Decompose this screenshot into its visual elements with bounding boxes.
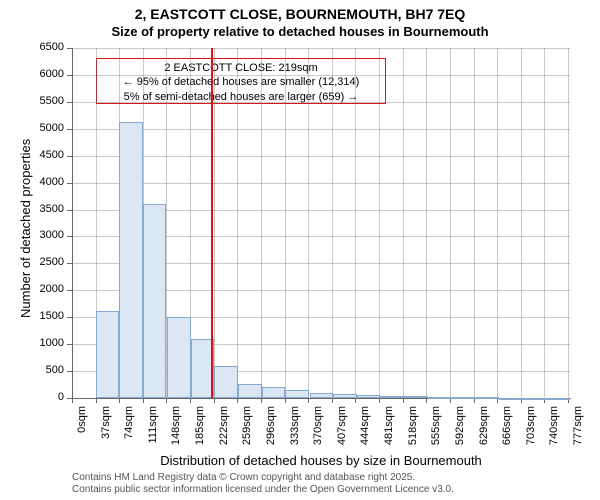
histogram-bar <box>143 204 167 398</box>
gridline-vertical <box>568 48 569 398</box>
x-tick-label: 444sqm <box>359 406 371 456</box>
gridline-vertical <box>355 48 356 398</box>
gridline-vertical <box>403 48 404 398</box>
x-tick-label: 481sqm <box>383 406 395 456</box>
y-tick-label: 1500 <box>30 310 64 322</box>
x-tick-label: 111sqm <box>147 406 159 456</box>
y-tick-label: 3000 <box>30 229 64 241</box>
gridline-horizontal <box>72 129 570 130</box>
histogram-bar <box>523 398 547 400</box>
gridline-vertical <box>450 48 451 398</box>
gridline-vertical <box>474 48 475 398</box>
y-tick-label: 4500 <box>30 149 64 161</box>
x-tick-mark <box>285 398 286 403</box>
histogram-bar <box>310 393 334 398</box>
histogram-bar <box>214 366 238 398</box>
x-tick-mark <box>166 398 167 403</box>
x-tick-label: 333sqm <box>289 406 301 456</box>
x-tick-label: 518sqm <box>407 406 419 456</box>
y-tick-label: 1000 <box>30 337 64 349</box>
title-line2: Size of property relative to detached ho… <box>0 24 600 39</box>
x-tick-mark <box>355 398 356 403</box>
histogram-bar <box>428 397 452 399</box>
x-tick-label: 74sqm <box>123 406 135 456</box>
gridline-vertical <box>308 48 309 398</box>
histogram-bar <box>285 390 309 398</box>
histogram-bar <box>96 311 120 398</box>
y-tick-label: 5000 <box>30 122 64 134</box>
y-tick-label: 6500 <box>30 41 64 53</box>
histogram-bar <box>380 396 404 398</box>
x-tick-mark <box>190 398 191 403</box>
annotation-box: 2 EASTCOTT CLOSE: 219sqm ← 95% of detach… <box>96 58 386 104</box>
x-tick-label: 629sqm <box>478 406 490 456</box>
gridline-horizontal <box>72 48 570 49</box>
histogram-bar <box>499 398 523 400</box>
x-tick-label: 148sqm <box>170 406 182 456</box>
gridline-vertical <box>261 48 262 398</box>
histogram-bar <box>451 397 475 399</box>
x-tick-label: 407sqm <box>336 406 348 456</box>
x-tick-label: 592sqm <box>454 406 466 456</box>
x-tick-label: 185sqm <box>194 406 206 456</box>
gridline-vertical <box>237 48 238 398</box>
x-tick-label: 777sqm <box>572 406 584 456</box>
footer-line2: Contains public sector information licen… <box>72 484 454 495</box>
x-tick-mark <box>308 398 309 403</box>
x-tick-mark <box>403 398 404 403</box>
x-tick-label: 740sqm <box>548 406 560 456</box>
y-tick-label: 3500 <box>30 203 64 215</box>
y-tick-label: 5500 <box>30 95 64 107</box>
x-tick-mark <box>214 398 215 403</box>
histogram-bar <box>333 394 357 398</box>
title-line1: 2, EASTCOTT CLOSE, BOURNEMOUTH, BH7 7EQ <box>0 6 600 22</box>
marker-line <box>211 48 213 398</box>
gridline-vertical <box>497 48 498 398</box>
x-tick-label: 296sqm <box>265 406 277 456</box>
histogram-bar <box>119 122 143 398</box>
gridline-vertical <box>379 48 380 398</box>
gridline-horizontal <box>72 75 570 76</box>
gridline-horizontal <box>72 102 570 103</box>
x-tick-label: 370sqm <box>312 406 324 456</box>
footer-line1: Contains HM Land Registry data © Crown c… <box>72 472 415 483</box>
y-tick-label: 500 <box>30 364 64 376</box>
histogram-bar <box>262 387 286 398</box>
x-tick-mark <box>379 398 380 403</box>
gridline-vertical <box>285 48 286 398</box>
histogram-bar <box>167 317 191 398</box>
x-tick-label: 0sqm <box>76 406 88 456</box>
chart-container: 2, EASTCOTT CLOSE, BOURNEMOUTH, BH7 7EQ … <box>0 0 600 500</box>
x-tick-label: 259sqm <box>241 406 253 456</box>
y-tick-label: 2500 <box>30 256 64 268</box>
x-tick-mark <box>261 398 262 403</box>
x-tick-label: 37sqm <box>100 406 112 456</box>
x-tick-label: 703sqm <box>525 406 537 456</box>
y-tick-label: 2000 <box>30 283 64 295</box>
histogram-bar <box>238 384 262 398</box>
x-tick-label: 666sqm <box>501 406 513 456</box>
x-tick-mark <box>96 398 97 403</box>
gridline-vertical <box>332 48 333 398</box>
x-tick-label: 222sqm <box>218 406 230 456</box>
x-tick-mark <box>143 398 144 403</box>
y-tick-label: 0 <box>30 391 64 403</box>
histogram-bar <box>546 398 570 400</box>
y-tick-label: 6000 <box>30 68 64 80</box>
histogram-bar <box>404 396 428 398</box>
x-tick-label: 555sqm <box>430 406 442 456</box>
x-tick-mark <box>119 398 120 403</box>
histogram-bar <box>476 397 500 399</box>
gridline-vertical <box>521 48 522 398</box>
y-tick-label: 4000 <box>30 176 64 188</box>
x-tick-mark <box>72 398 73 403</box>
x-tick-mark <box>237 398 238 403</box>
gridline-horizontal <box>72 156 570 157</box>
histogram-bar <box>357 395 381 398</box>
x-tick-mark <box>332 398 333 403</box>
gridline-horizontal <box>72 183 570 184</box>
gridline-vertical <box>544 48 545 398</box>
gridline-vertical <box>426 48 427 398</box>
